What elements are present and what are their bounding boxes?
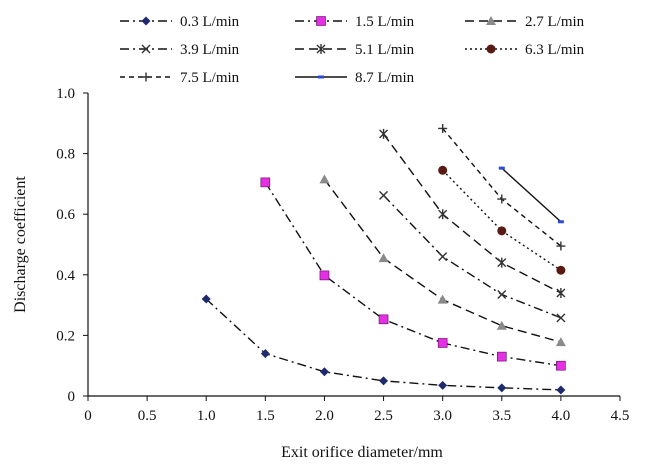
data-point-marker	[379, 128, 389, 139]
legend-label: 3.9 L/min	[180, 42, 240, 58]
x-tick-label: 0	[84, 408, 92, 424]
data-point-marker	[378, 253, 389, 263]
plot-area	[201, 123, 566, 395]
y-tick-label: 0.2	[56, 328, 75, 344]
series-line	[205, 298, 561, 391]
data-point-marker	[555, 337, 566, 347]
series-line	[501, 167, 562, 223]
y-tick-label: 0.8	[56, 147, 75, 163]
series-line	[382, 133, 562, 294]
legend-item: 8.7 L/min	[295, 70, 415, 86]
data-point-marker	[497, 290, 507, 299]
data-point-marker	[379, 376, 389, 386]
x-tick-label: 1.0	[197, 408, 216, 424]
data-point-marker	[319, 367, 329, 377]
data-point-marker	[497, 226, 507, 236]
y-tick-label: 1.0	[56, 86, 75, 102]
data-point-marker	[556, 313, 566, 323]
series-1-5-l-min	[260, 177, 566, 371]
legend-item: 5.1 L/min	[295, 42, 415, 58]
series-5-1-l-min	[379, 128, 566, 298]
data-point-marker	[437, 294, 448, 304]
legend-item: 2.7 L/min	[465, 14, 585, 30]
data-point-marker	[378, 314, 389, 325]
legend-label: 0.3 L/min	[180, 14, 240, 30]
x-tick-label: 4.5	[611, 408, 630, 424]
data-point-marker	[438, 252, 448, 262]
data-point-marker	[319, 174, 330, 184]
series-7-5-l-min	[438, 123, 566, 251]
data-point-marker	[438, 123, 448, 133]
legend-label: 5.1 L/min	[355, 42, 415, 58]
legend-item: 3.9 L/min	[120, 42, 240, 58]
data-point-marker	[496, 320, 507, 330]
data-point-marker	[319, 270, 330, 281]
legend-item: 6.3 L/min	[465, 42, 585, 58]
series-line	[264, 182, 561, 367]
series-line	[383, 194, 562, 319]
data-point-marker	[438, 209, 448, 220]
data-point-marker	[486, 16, 496, 25]
legend-label: 1.5 L/min	[355, 14, 415, 30]
legend-label: 6.3 L/min	[525, 42, 585, 58]
data-point-marker	[438, 165, 448, 175]
data-point-marker	[316, 44, 326, 54]
data-point-marker	[141, 72, 151, 82]
data-point-marker	[486, 44, 496, 54]
x-axis-label: Exit orifice diameter/mm	[281, 444, 443, 461]
data-point-marker	[316, 16, 326, 26]
x-tick-label: 1.5	[256, 408, 275, 424]
data-point-marker	[556, 385, 566, 395]
data-point-marker	[497, 383, 507, 393]
series-2-7-l-min	[319, 174, 566, 347]
series-8-7-l-min	[498, 166, 564, 224]
data-point-marker	[141, 44, 151, 54]
x-tick-label: 3.0	[433, 408, 452, 424]
data-point-marker	[379, 190, 389, 200]
data-point-marker	[141, 16, 151, 26]
data-point-marker	[201, 294, 211, 304]
legend-label: 8.7 L/min	[355, 70, 415, 86]
data-point-marker	[437, 338, 448, 348]
series-line	[323, 178, 562, 343]
x-tick-label: 2.0	[315, 408, 334, 424]
data-point-marker	[556, 241, 566, 251]
data-point-marker	[556, 265, 566, 275]
data-point-marker	[496, 351, 507, 362]
y-tick-label: 0.4	[56, 268, 75, 284]
axes: 0 0.5 1.0 1.5 2.0 2.5 3.0 3.5 4.0 4.5 0 0.2 0.4 0.6 0.…	[56, 86, 629, 424]
data-point-marker	[497, 257, 507, 268]
x-tick-label: 2.5	[374, 408, 393, 424]
series-6-3-l-min	[438, 165, 566, 275]
y-axis-label: Discharge coefficient	[12, 176, 29, 313]
series-3-9-l-min	[379, 190, 566, 323]
series-0-3-l-min	[201, 294, 566, 395]
legend-item: 7.5 L/min	[120, 70, 240, 86]
data-point-marker	[556, 287, 566, 298]
data-point-marker	[260, 349, 270, 359]
x-tick-label: 3.5	[492, 408, 511, 424]
y-tick-label: 0.6	[56, 207, 75, 223]
data-point-marker	[556, 360, 566, 371]
legend-label: 2.7 L/min	[525, 14, 585, 30]
x-tick-label: 0.5	[138, 408, 157, 424]
data-point-marker	[260, 177, 271, 188]
series-line	[442, 169, 562, 271]
x-tick-label: 4.0	[552, 408, 571, 424]
legend: 0.3 L/min 1.5 L/min 2.7 L/min 3.9 L/min 5.1 …	[120, 14, 585, 86]
y-tick-label: 0	[68, 389, 76, 405]
data-point-marker	[438, 380, 448, 390]
data-point-marker	[497, 194, 507, 204]
legend-item: 1.5 L/min	[295, 14, 415, 30]
legend-item: 0.3 L/min	[120, 14, 240, 30]
legend-label: 7.5 L/min	[180, 70, 240, 86]
